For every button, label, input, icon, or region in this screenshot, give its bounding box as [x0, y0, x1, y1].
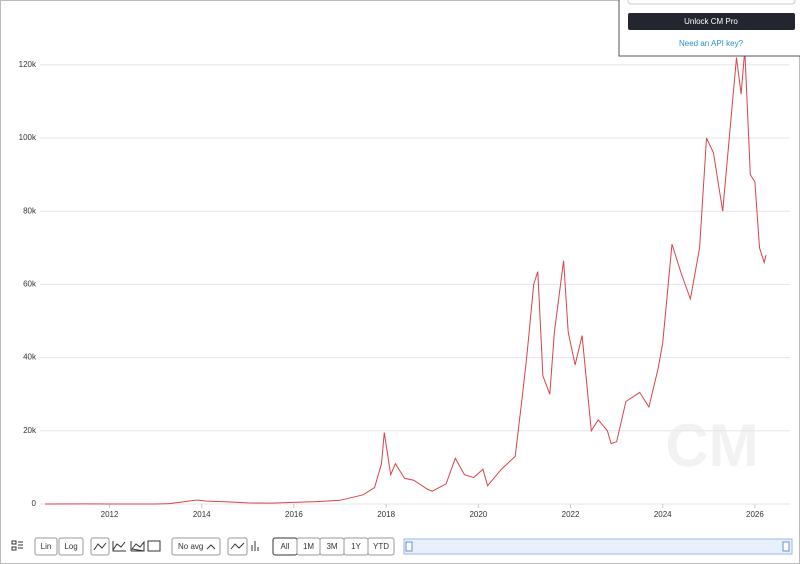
range-label: 3M: [326, 542, 337, 551]
navigator[interactable]: [403, 538, 793, 555]
axis-line-icon[interactable]: [112, 541, 126, 552]
x-tick-label: 2024: [654, 510, 672, 519]
api-link[interactable]: Need an API key?: [679, 39, 744, 48]
x-tick-label: 2022: [562, 510, 580, 519]
x-tick-label: 2026: [746, 510, 764, 519]
area-box-icon[interactable]: [147, 540, 161, 552]
y-tick-label: 60k: [23, 280, 37, 289]
unlock-label: Unlock CM Pro: [684, 17, 738, 26]
y-tick-label: 100k: [19, 133, 37, 142]
x-tick-label: 2020: [469, 510, 487, 519]
range-label: YTD: [373, 542, 389, 551]
log-label: Log: [64, 542, 77, 551]
toolbar: Lin Log No avg All 1M 3M 1Y YTD: [11, 537, 793, 556]
lin-button[interactable]: [34, 537, 58, 556]
price-line: [44, 50, 767, 505]
bar-chart-icon[interactable]: [251, 541, 259, 551]
x-tick-label: 2018: [377, 510, 395, 519]
unlock-button[interactable]: [628, 13, 795, 30]
menu-icon[interactable]: [11, 540, 23, 551]
range-label: 1Y: [351, 542, 361, 551]
y-tick-label: 20k: [23, 426, 37, 435]
y-tick-label: 80k: [23, 206, 37, 215]
popup: Unlock CM Pro Need an API key?: [618, 0, 800, 57]
x-tick-label: 2016: [285, 510, 303, 519]
watermark: CM: [665, 412, 758, 479]
avg-label: No avg: [178, 542, 203, 551]
navigator-handle[interactable]: [405, 541, 413, 552]
area-icon[interactable]: [130, 540, 145, 552]
range-label: 1M: [303, 542, 314, 551]
x-tick-label: 2014: [193, 510, 211, 519]
avg-button[interactable]: [171, 537, 221, 556]
x-tick-label: 2012: [101, 510, 119, 519]
lin-label: Lin: [41, 542, 52, 551]
input[interactable]: [627, 0, 796, 5]
y-tick-label: 120k: [19, 60, 37, 69]
range-label: All: [281, 542, 290, 551]
line-chart-icon: [230, 542, 245, 550]
y-tick-label: 0: [32, 499, 37, 508]
plot: 0 20k 40k 60k 80k 100k 120k 2012 2014 2016 2018 202…: [19, 50, 790, 519]
range-button[interactable]: [367, 537, 395, 556]
caret: [206, 544, 216, 550]
y-tick-label: 40k: [23, 353, 37, 362]
line-icon: [93, 542, 107, 551]
navigator-handle[interactable]: [782, 541, 790, 552]
log-button[interactable]: [58, 537, 84, 556]
